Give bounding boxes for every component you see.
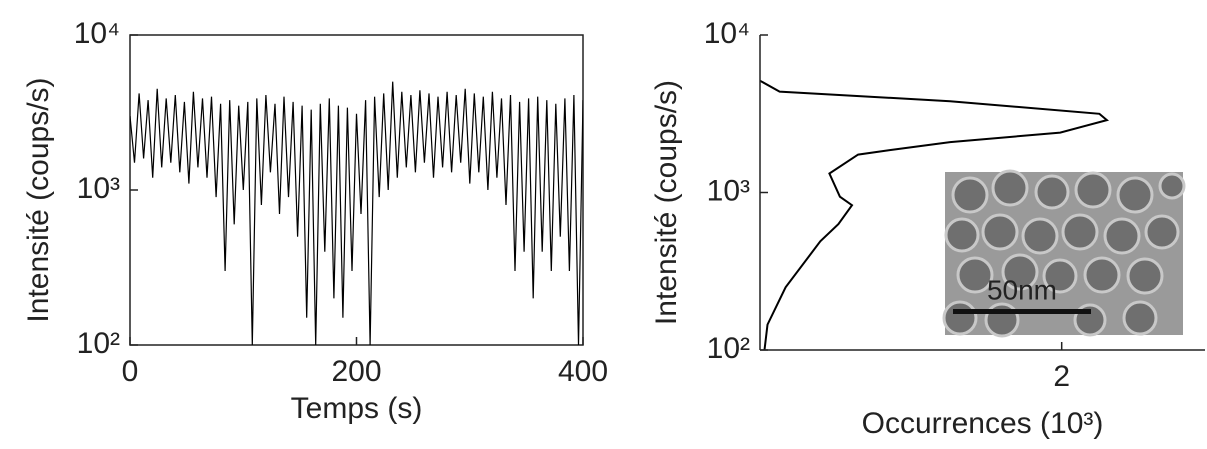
scale-bar-label: 50nm [987,274,1057,305]
y-axis-label: Intensité (coups/s) [650,80,683,325]
histogram-curve [760,79,1110,350]
x-tick-label: 200 [331,355,381,388]
x-tick-label: 400 [558,355,608,388]
plot-frame [129,34,584,346]
y-tick-label: 10⁴ [74,17,120,50]
y-tick-label: 10⁴ [704,17,750,50]
y-tick-label: 10³ [707,174,750,207]
x-tick-label: 0 [122,355,139,388]
y-axis-label: Intensité (coups/s) [22,77,55,322]
y-tick-label: 10² [77,327,120,360]
y-tick-label: 10² [707,332,750,365]
intensity-trace [130,81,583,345]
x-axis-label: Temps (s) [291,392,423,425]
y-tick-label: 10³ [77,172,120,205]
x-tick-label: 2 [1053,360,1070,393]
x-axis-label: Occurrences (10³) [862,407,1104,440]
inset-image: 50nm [942,169,1186,338]
